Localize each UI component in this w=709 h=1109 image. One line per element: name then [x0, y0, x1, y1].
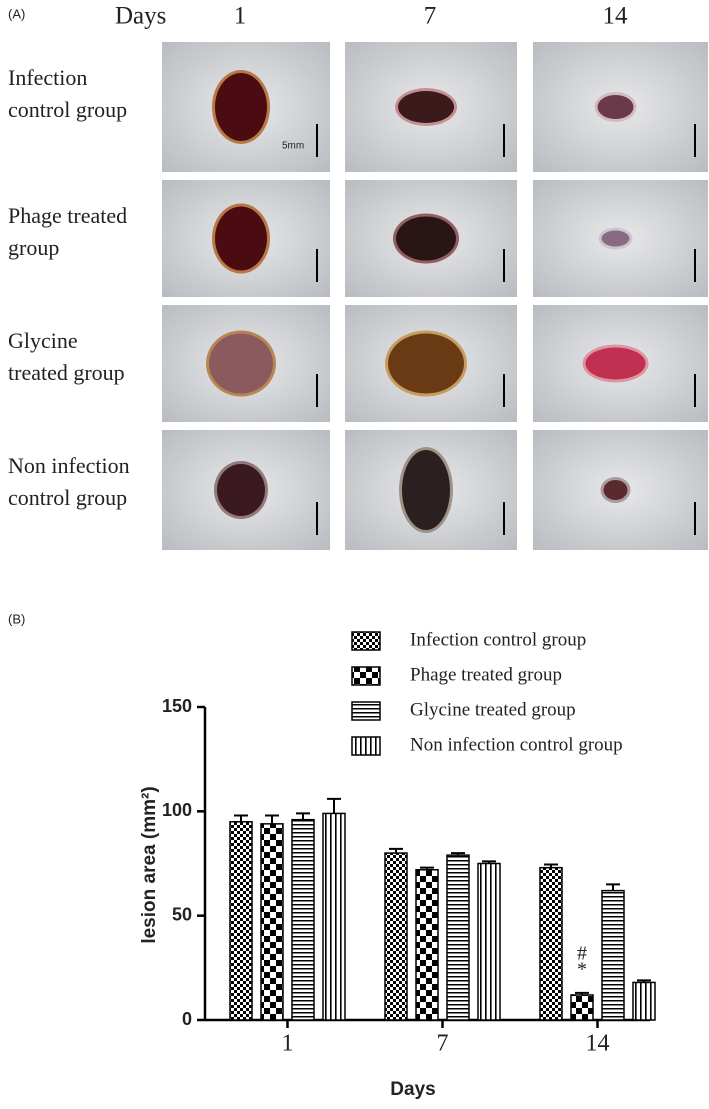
y-axis-label: lesion area (mm²) [139, 786, 160, 943]
legend-swatch [351, 701, 381, 721]
days-header: Days [115, 3, 166, 30]
error-bar [544, 863, 558, 868]
bar [229, 821, 253, 1021]
error-bar [606, 883, 620, 891]
row-label: group [8, 235, 59, 260]
y-tick-label: 150 [162, 696, 192, 716]
error-bar [482, 860, 496, 864]
row-label: treated group [8, 360, 125, 385]
y-tick-label: 0 [182, 1009, 192, 1029]
bar [632, 981, 656, 1021]
row-label: Glycine [8, 328, 78, 353]
wound [215, 206, 267, 271]
x-axis-label: Days [390, 1079, 435, 1100]
legend-label: Glycine treated group [410, 699, 576, 720]
column-header: 14 [603, 3, 629, 30]
wound [388, 333, 464, 394]
y-tick-label: 100 [162, 800, 192, 820]
bar [260, 823, 284, 1021]
error-bar [637, 979, 651, 983]
legend-swatch [351, 736, 381, 756]
significance-mark: # [577, 942, 587, 964]
wound [396, 216, 456, 261]
panel-label: (A) [8, 6, 25, 21]
bar [601, 889, 625, 1021]
column-header: 1 [234, 3, 247, 30]
bar [384, 852, 408, 1021]
error-bar [296, 812, 310, 820]
legend-swatch [351, 666, 381, 686]
bar [291, 818, 315, 1021]
bar [477, 862, 501, 1021]
error-bar [327, 797, 341, 814]
legend-label: Infection control group [410, 629, 586, 650]
wound [215, 73, 267, 141]
scale-label: 5mm [282, 141, 304, 152]
column-header: 7 [424, 3, 437, 30]
bar [415, 869, 439, 1021]
wound [585, 347, 646, 380]
row-label: control group [8, 97, 127, 122]
x-tick-label: 14 [586, 1031, 610, 1057]
error-bar [420, 866, 434, 870]
y-tick-label: 50 [172, 904, 192, 924]
error-bar [451, 852, 465, 856]
error-bar [265, 814, 279, 824]
wound [209, 333, 273, 394]
bar [446, 854, 470, 1021]
error-bar [234, 814, 248, 822]
error-bar [389, 847, 403, 854]
panel-label: (B) [8, 611, 25, 626]
wound [217, 464, 265, 516]
significance-mark: * [577, 958, 587, 980]
row-label: Infection [8, 65, 87, 90]
x-tick-label: 1 [282, 1031, 294, 1057]
row-label: Non infection [8, 453, 130, 478]
wound [597, 95, 634, 119]
bar [322, 812, 346, 1021]
bar [539, 866, 563, 1021]
wound [601, 230, 630, 247]
error-bar [575, 991, 589, 995]
bar [570, 994, 594, 1021]
wound [402, 450, 450, 530]
photo-grid [162, 42, 708, 550]
wound [603, 480, 628, 500]
wound [398, 91, 454, 123]
x-tick-label: 7 [437, 1031, 449, 1057]
legend-swatch [351, 631, 381, 651]
row-label: control group [8, 485, 127, 510]
legend-label: Phage treated group [410, 664, 562, 685]
row-label: Phage treated [8, 203, 127, 228]
legend-label: Non infection control group [410, 734, 623, 755]
